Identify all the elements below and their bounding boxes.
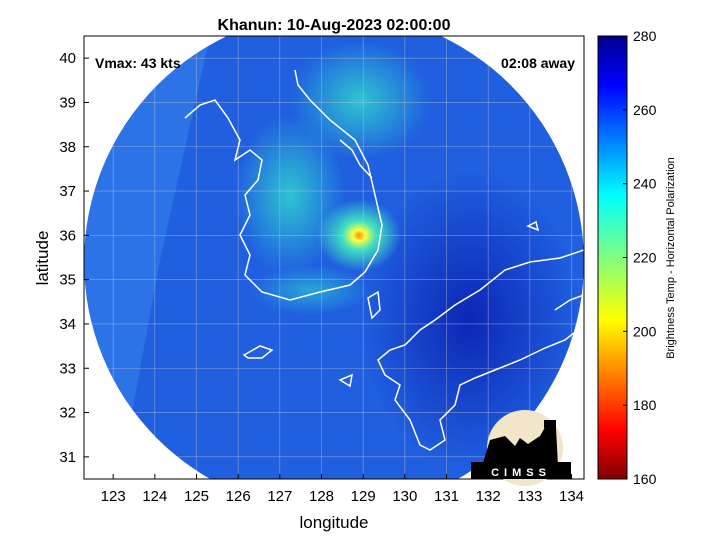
colorbar-tick-label: 220 — [633, 250, 657, 266]
y-tick-label: 33 — [59, 360, 76, 377]
logo-tower-icon — [544, 420, 556, 428]
colorbar-tick-label: 160 — [633, 471, 657, 487]
y-axis-ticks: 31 32 33 34 35 36 37 38 39 40 — [59, 50, 89, 466]
y-tick-label: 39 — [59, 94, 76, 111]
x-tick-label: 123 — [101, 488, 126, 505]
plot-area — [84, 36, 584, 479]
logo-silhouette-icon — [482, 422, 558, 466]
x-tick-label: 131 — [434, 488, 459, 505]
x-tick-label: 125 — [184, 488, 209, 505]
y-tick-label: 31 — [59, 449, 76, 466]
x-tick-label: 132 — [476, 488, 501, 505]
x-tick-label: 129 — [351, 488, 376, 505]
y-tick-label: 34 — [59, 316, 76, 333]
colorbar-tick-label: 280 — [633, 28, 657, 44]
y-axis-label: latitude — [33, 231, 52, 286]
x-tick-label: 128 — [309, 488, 334, 505]
x-axis-ticks: 123 124 125 126 127 128 129 130 131 132 133 134 — [101, 474, 584, 505]
y-tick-label: 36 — [59, 227, 76, 244]
outside-swath — [84, 36, 584, 479]
cimss-logo: CIMSS — [471, 410, 571, 486]
y-tick-label: 37 — [59, 183, 76, 200]
y-tick-label: 38 — [59, 139, 76, 156]
y-tick-label: 32 — [59, 405, 76, 422]
y-tick-label: 35 — [59, 272, 76, 289]
x-tick-label: 133 — [517, 488, 542, 505]
plot-frame — [83, 35, 585, 480]
colorbar-ticks: 160 180 200 220 240 260 280 — [623, 28, 657, 487]
x-axis-label: longitude — [299, 513, 368, 532]
y-tick-label: 40 — [59, 50, 76, 67]
x-tick-label: 134 — [559, 488, 584, 505]
colorbar-tick-label: 240 — [633, 176, 657, 192]
logo-banner — [471, 462, 571, 479]
x-tick-label: 127 — [267, 488, 292, 505]
vmax-annotation: Vmax: 43 kts — [95, 55, 181, 71]
colorbar-tick-label: 180 — [633, 397, 657, 413]
colorbar-label: Brightness Temp - Horizontal Polarizatio… — [665, 157, 677, 359]
x-tick-label: 126 — [226, 488, 251, 505]
logo-text: CIMSS — [491, 467, 551, 479]
colorbar-tick-label: 260 — [633, 102, 657, 118]
x-tick-label: 130 — [392, 488, 417, 505]
colorbar — [597, 35, 628, 480]
chart-title: Khanun: 10-Aug-2023 02:00:00 — [218, 17, 451, 34]
time-offset-annotation: 02:08 away — [501, 55, 575, 71]
colorbar-tick-label: 200 — [633, 323, 657, 339]
x-tick-label: 124 — [142, 488, 167, 505]
